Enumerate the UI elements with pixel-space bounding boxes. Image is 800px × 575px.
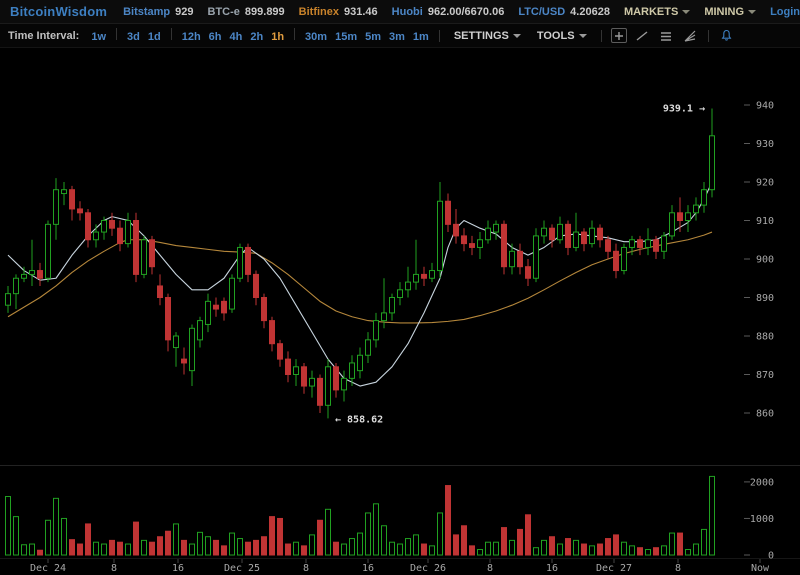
chevron-down-icon <box>578 33 587 38</box>
login-link[interactable]: Login <box>770 5 800 18</box>
svg-text:0: 0 <box>768 551 774 562</box>
ticker-btce[interactable]: BTC-e 899.899 <box>208 6 285 18</box>
chevron-down-icon <box>682 9 691 14</box>
interval-button-1m[interactable]: 1m <box>412 31 429 43</box>
interval-button-12h[interactable]: 12h <box>181 31 201 43</box>
svg-text:880: 880 <box>756 332 774 343</box>
crosshair-icon[interactable] <box>610 28 627 43</box>
markets-menu-label: MARKETS <box>623 5 679 18</box>
svg-text:8: 8 <box>111 563 117 574</box>
svg-text:8: 8 <box>487 563 493 574</box>
divider <box>294 28 296 40</box>
interval-button-3m[interactable]: 3m <box>389 31 405 43</box>
auth-links: LoginorRegister <box>770 6 800 18</box>
header-right: MARKETS MINING LoginorRegister <box>624 6 800 18</box>
chart-toolbar: Time Interval: 1w 3d 1d 12h 6h 4h 2h 1h 30m 15m 5m… <box>0 24 800 48</box>
markets-menu[interactable]: MARKETS <box>623 5 691 18</box>
divider <box>707 29 709 42</box>
svg-text:1000: 1000 <box>750 514 774 525</box>
chevron-down-icon <box>748 9 757 14</box>
interval-button-3d[interactable]: 3d <box>127 31 140 43</box>
alert-bell-icon[interactable] <box>718 28 736 44</box>
svg-text:16: 16 <box>362 563 374 574</box>
price-volume-chart[interactable]: 940 930 920 910 900 890 880 870 860 2000 1000 0 Dec … <box>0 48 800 575</box>
ticker-price: 4.20628 <box>570 5 610 18</box>
mining-menu[interactable]: MINING <box>704 5 757 18</box>
interval-button-15m[interactable]: 15m <box>335 31 358 43</box>
ticker-label[interactable]: Bitfinex <box>298 5 340 18</box>
interval-button-1h[interactable]: 1h <box>271 31 285 43</box>
interval-button-6h[interactable]: 6h <box>208 31 222 43</box>
mining-menu-label: MINING <box>704 5 745 18</box>
svg-text:16: 16 <box>546 563 558 574</box>
svg-text:8: 8 <box>675 563 681 574</box>
divider <box>600 29 602 42</box>
divider <box>116 28 118 40</box>
svg-text:16: 16 <box>172 563 184 574</box>
svg-text:← 858.62: ← 858.62 <box>335 414 383 425</box>
ticker-bitfinex[interactable]: Bitfinex 931.46 <box>299 6 378 18</box>
settings-menu-label: SETTINGS <box>453 29 509 42</box>
svg-text:Now: Now <box>751 563 770 574</box>
ticker-price: 962.00/6670.06 <box>427 5 505 18</box>
horizontal-lines-icon[interactable] <box>657 28 675 44</box>
svg-text:940: 940 <box>756 101 774 112</box>
svg-text:890: 890 <box>756 293 774 304</box>
interval-button-5m[interactable]: 5m <box>365 31 382 43</box>
svg-text:Dec 24: Dec 24 <box>30 563 66 574</box>
svg-text:930: 930 <box>756 139 774 150</box>
interval-button-2h[interactable]: 2h <box>250 31 264 43</box>
divider <box>170 28 172 40</box>
svg-text:870: 870 <box>756 370 774 381</box>
interval-button-1d[interactable]: 1d <box>147 31 161 43</box>
svg-text:910: 910 <box>756 216 774 227</box>
site-logo[interactable]: BitcoinWisdom <box>10 4 108 19</box>
ticker-price: 929 <box>175 5 194 18</box>
svg-text:Dec 25: Dec 25 <box>224 563 260 574</box>
ticker-price: 931.46 <box>344 5 378 18</box>
chevron-down-icon <box>512 33 521 38</box>
svg-text:939.1 →: 939.1 → <box>663 103 705 114</box>
interval-button-group: 1w 3d 1d 12h 6h 4h 2h 1h 30m 15m 5m 3m 1m <box>87 28 433 43</box>
ticker-bitstamp[interactable]: Bitstamp 929 <box>123 6 193 18</box>
interval-button-4h[interactable]: 4h <box>229 31 243 43</box>
divider <box>438 29 440 42</box>
top-header: BitcoinWisdom Bitstamp 929 BTC-e 899.899 Bit… <box>0 0 800 24</box>
ticker-huobi[interactable]: Huobi 962.00/6670.06 <box>392 6 505 18</box>
tools-menu[interactable]: TOOLS <box>537 30 587 42</box>
chart-area: 940 930 920 910 900 890 880 870 860 2000 1000 0 Dec … <box>0 48 800 575</box>
svg-text:860: 860 <box>756 409 774 420</box>
trendline-icon[interactable] <box>633 28 651 44</box>
ticker-label[interactable]: BTC-e <box>207 5 240 18</box>
svg-text:2000: 2000 <box>750 477 774 488</box>
exchange-ticker-list: Bitstamp 929 BTC-e 899.899 Bitfinex 931.46 Huo… <box>123 6 624 18</box>
ticker-label[interactable]: LTC/USD <box>518 5 566 18</box>
interval-button-1w[interactable]: 1w <box>91 31 107 43</box>
svg-text:920: 920 <box>756 178 774 189</box>
ticker-label[interactable]: Bitstamp <box>123 5 171 18</box>
settings-menu[interactable]: SETTINGS <box>454 30 521 42</box>
interval-button-30m[interactable]: 30m <box>305 31 328 43</box>
ticker-price: 899.899 <box>244 5 285 18</box>
svg-text:Dec 26: Dec 26 <box>410 563 446 574</box>
time-interval-label: Time Interval: <box>8 29 80 42</box>
svg-text:Dec 27: Dec 27 <box>596 563 632 574</box>
svg-text:8: 8 <box>303 563 309 574</box>
tools-menu-label: TOOLS <box>536 29 575 42</box>
svg-text:900: 900 <box>756 255 774 266</box>
ticker-ltcusd[interactable]: LTC/USD 4.20628 <box>518 6 610 18</box>
ticker-label[interactable]: Huobi <box>391 5 423 18</box>
fan-lines-icon[interactable] <box>681 28 699 44</box>
